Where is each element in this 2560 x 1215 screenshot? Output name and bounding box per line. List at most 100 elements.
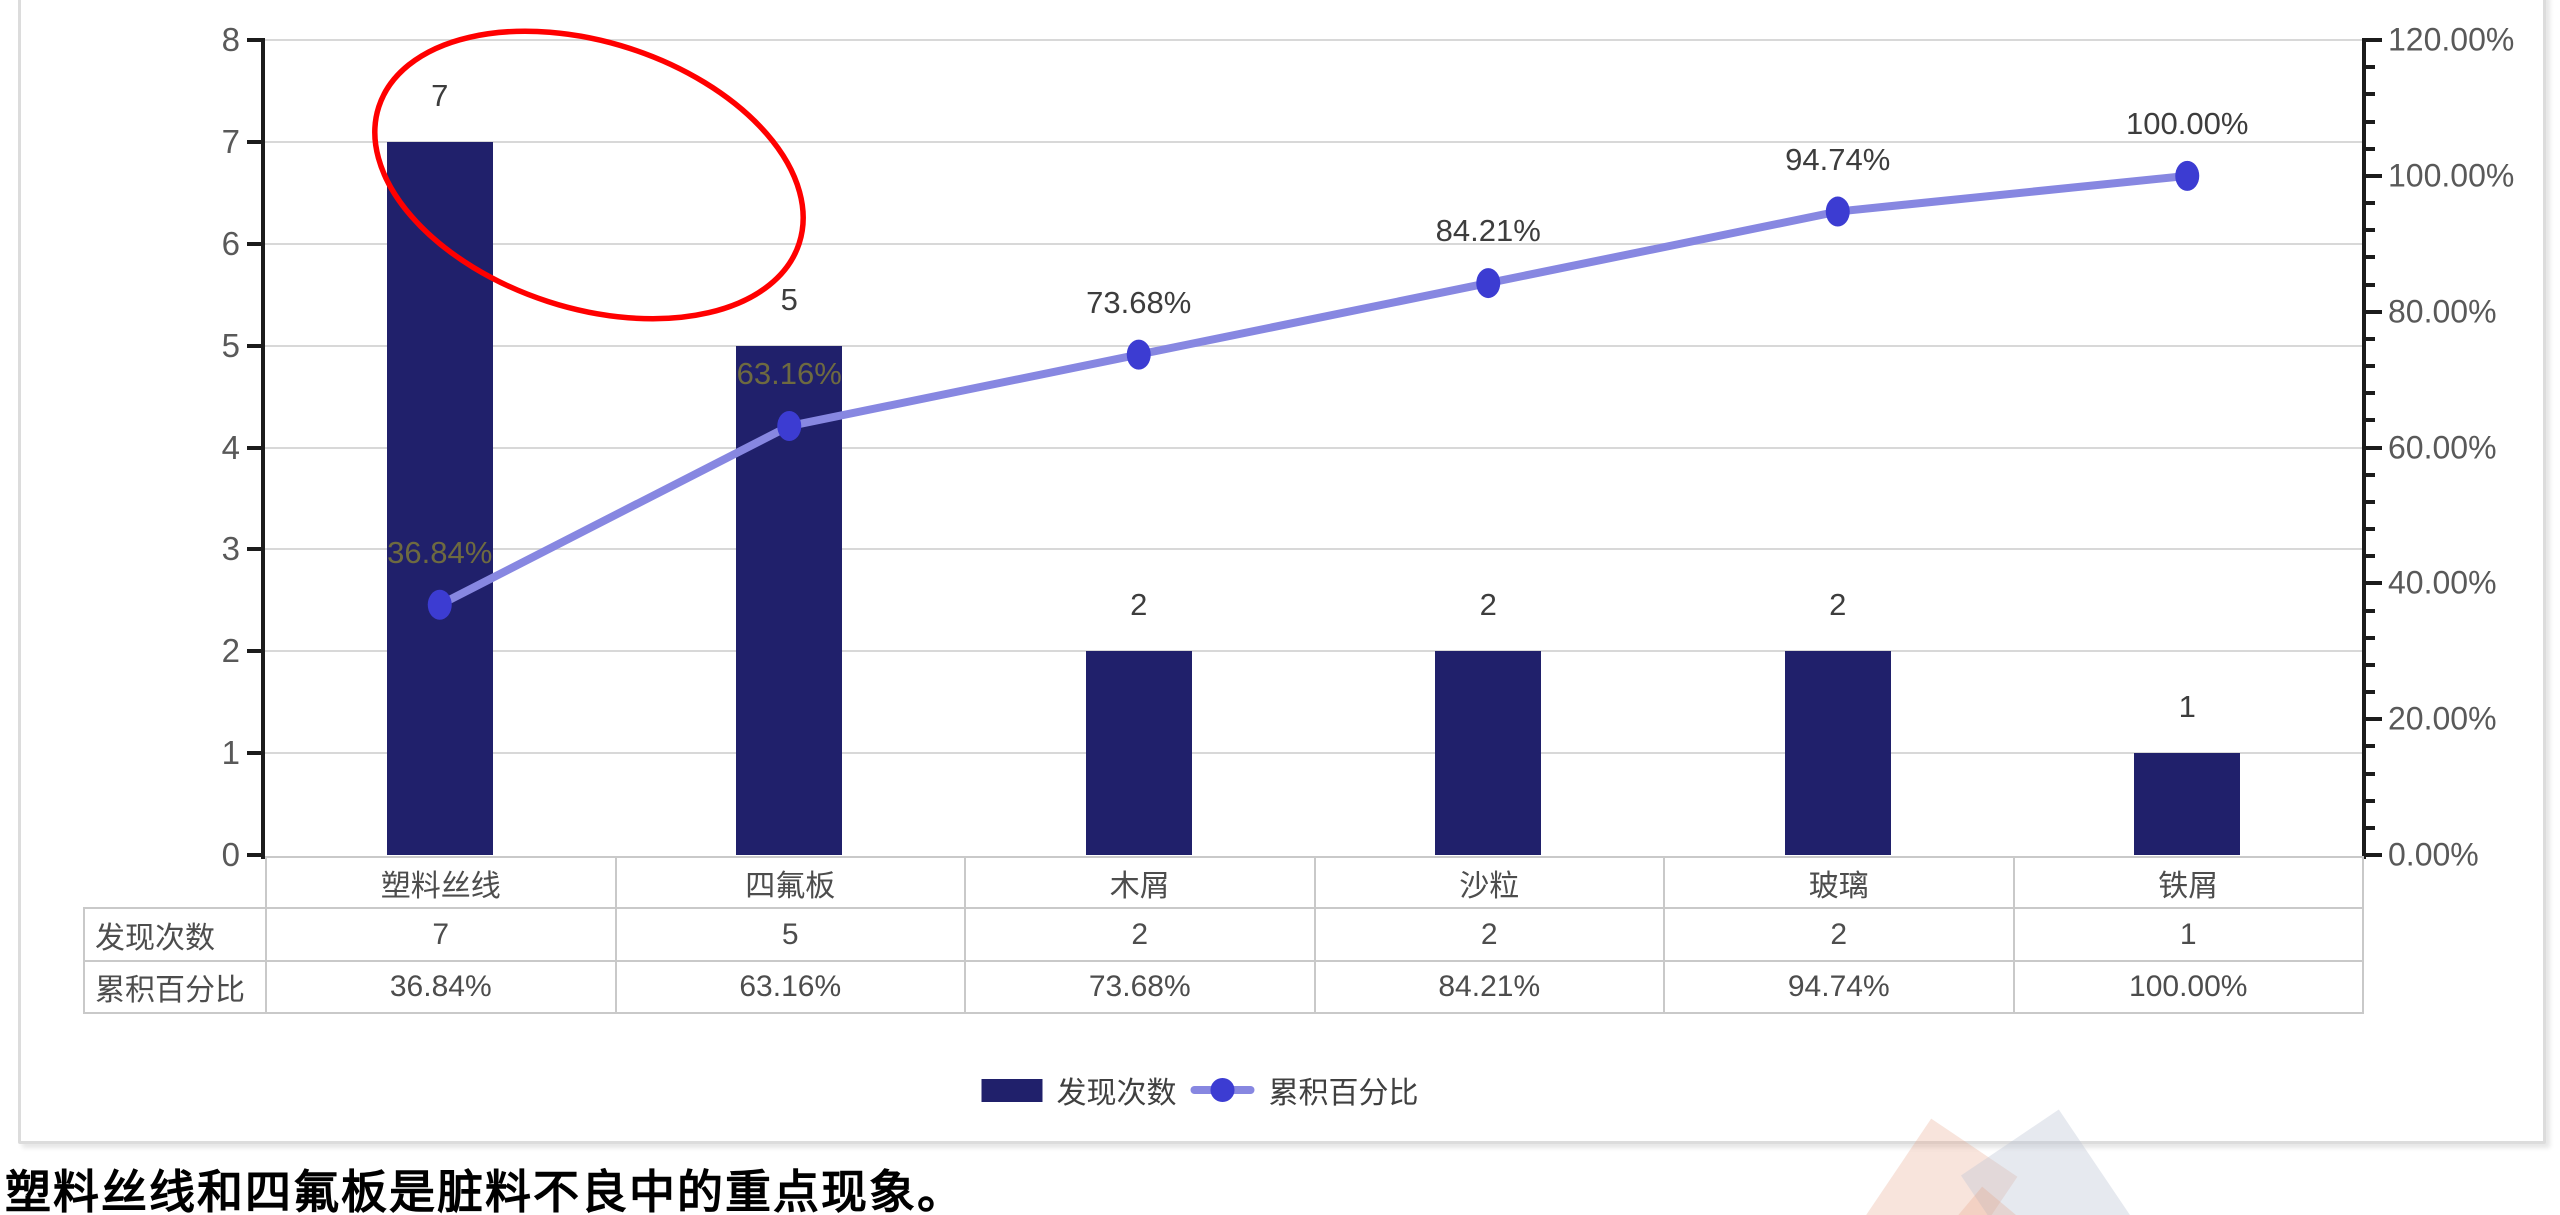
- category-label: 四氟板: [614, 856, 966, 909]
- line-point-label: 63.16%: [736, 356, 842, 392]
- table-cell: 100.00%: [2012, 960, 2364, 1014]
- y-axis-right-tick-minor: [2366, 391, 2375, 396]
- y-axis-right-tick-minor: [2366, 608, 2375, 613]
- y-axis-left-tick: [247, 547, 261, 552]
- y-axis-left-tick: [247, 649, 261, 654]
- bar: [386, 141, 493, 855]
- y-axis-right-label: 120.00%: [2388, 21, 2515, 58]
- y-axis-right-tick-major: [2366, 853, 2382, 857]
- y-axis-left-tick: [247, 853, 261, 857]
- y-axis-right-tick-major: [2366, 717, 2382, 722]
- y-axis-right-tick-major: [2366, 581, 2382, 586]
- category-label: 木屑: [964, 856, 1316, 909]
- line-point-label: 94.74%: [1785, 141, 1891, 177]
- y-axis-left-label: 8: [221, 21, 240, 58]
- y-axis-left-tick: [247, 241, 261, 246]
- y-axis-right-tick-minor: [2366, 146, 2375, 151]
- gridline: [265, 446, 2362, 449]
- y-axis-right-tick-minor: [2366, 364, 2375, 368]
- y-axis-right-tick-minor: [2366, 119, 2375, 124]
- legend-line-label: 累积百分比: [1268, 1077, 1419, 1110]
- line-point-label: 36.84%: [387, 534, 493, 570]
- y-axis-left-label: 2: [221, 632, 240, 670]
- bar: [1435, 651, 1542, 855]
- gridline: [265, 140, 2362, 143]
- y-axis-right-label: 100.00%: [2388, 157, 2515, 194]
- y-axis-left-label: 3: [221, 530, 240, 568]
- y-axis-left-tick: [247, 139, 261, 144]
- line-marker: [2175, 160, 2200, 191]
- y-axis-left-label: 1: [221, 734, 240, 772]
- table-cell: 73.68%: [964, 960, 1316, 1014]
- line-marker: [1126, 339, 1151, 370]
- line-marker: [427, 589, 452, 620]
- y-axis-right-tick-major: [2366, 38, 2382, 42]
- table-cell: 1: [2012, 907, 2364, 962]
- bar-value-label: 2: [1130, 587, 1148, 623]
- bar: [1784, 651, 1891, 855]
- gridline: [265, 39, 2362, 41]
- bar-value-label: 1: [2178, 689, 2196, 725]
- table-row-header: 累积百分比: [83, 960, 267, 1014]
- y-axis-left-tick: [247, 343, 261, 348]
- y-axis-right-tick-minor: [2366, 798, 2375, 803]
- y-axis-right-tick-minor: [2366, 255, 2375, 260]
- category-label: 铁屑: [2012, 856, 2364, 909]
- line-marker: [777, 411, 802, 442]
- bar: [2134, 753, 2241, 855]
- table-cell: 36.84%: [265, 960, 617, 1014]
- y-axis-right-label: 80.00%: [2388, 293, 2497, 330]
- y-axis-right-tick-minor: [2366, 527, 2375, 531]
- line-point-label: 73.68%: [1086, 284, 1192, 320]
- y-axis-left-label: 6: [221, 224, 240, 262]
- y-axis-left-tick: [247, 751, 261, 756]
- y-axis-right-tick-minor: [2366, 92, 2375, 97]
- line-marker: [1476, 268, 1501, 299]
- table-cell: 5: [614, 907, 966, 962]
- y-axis-left-tick: [247, 445, 261, 450]
- bar: [1085, 651, 1192, 855]
- y-axis-right-tick-minor: [2366, 65, 2375, 70]
- line-point-label: 100.00%: [2126, 105, 2249, 141]
- y-axis-left-label: 5: [221, 326, 240, 364]
- y-axis-right-tick-minor: [2366, 472, 2375, 477]
- bar-value-label: 5: [780, 281, 798, 317]
- y-axis-left-label: 7: [221, 122, 240, 160]
- y-axis-right-tick-minor: [2366, 771, 2375, 776]
- line-marker: [1825, 196, 1850, 227]
- y-axis-right-tick-minor: [2366, 201, 2375, 205]
- category-label: 玻璃: [1663, 856, 2015, 909]
- legend-line-marker: [1210, 1078, 1235, 1102]
- y-axis-right-label: 40.00%: [2388, 564, 2497, 601]
- legend-line-swatch: [1190, 1077, 1255, 1103]
- y-axis-left-label: 4: [221, 428, 240, 466]
- y-axis-right-tick-minor: [2366, 336, 2375, 341]
- caption: 塑料丝线和四氟板是脏料不良中的重点现象。: [5, 1166, 965, 1215]
- table-cell: 7: [265, 907, 617, 962]
- table-cell: 94.74%: [1663, 960, 2015, 1014]
- y-axis-right-tick-minor: [2366, 554, 2375, 559]
- legend-bar-label: 发现次数: [1056, 1077, 1177, 1110]
- y-axis-right-tick-minor: [2366, 744, 2375, 749]
- y-axis-right-tick-major: [2366, 173, 2382, 178]
- table-cell: 2: [964, 907, 1316, 962]
- y-axis-right-tick-minor: [2366, 635, 2375, 640]
- y-axis-left: [261, 38, 265, 859]
- legend: 发现次数 累积百分比: [981, 1068, 1419, 1112]
- y-axis-right-tick-minor: [2366, 499, 2375, 504]
- gridline: [265, 650, 2362, 653]
- y-axis-right-tick-minor: [2366, 690, 2375, 694]
- table-cell: 2: [1313, 907, 1665, 962]
- gridline: [265, 752, 2362, 755]
- y-axis-right-label: 60.00%: [2388, 429, 2497, 465]
- y-axis-right-tick-minor: [2366, 418, 2375, 423]
- bar-value-label: 2: [1479, 587, 1497, 623]
- y-axis-right-label: 20.00%: [2388, 700, 2497, 737]
- y-axis-left-tick: [247, 38, 261, 42]
- category-label: 沙粒: [1313, 856, 1665, 909]
- legend-bar-swatch: [981, 1078, 1043, 1102]
- table-cell: 84.21%: [1313, 960, 1665, 1014]
